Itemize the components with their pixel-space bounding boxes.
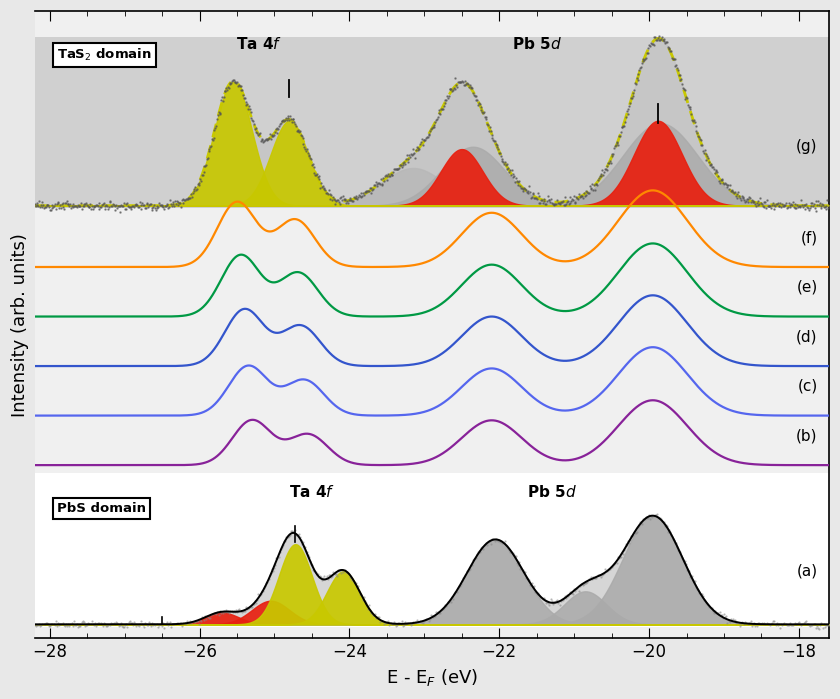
Text: (e): (e) xyxy=(796,280,817,294)
Text: Ta 4$f$: Ta 4$f$ xyxy=(289,484,335,500)
Bar xyxy=(13,37,840,208)
Text: (f): (f) xyxy=(801,230,817,245)
Bar xyxy=(13,473,840,627)
Text: (a): (a) xyxy=(796,564,817,579)
Text: Pb 5$d$: Pb 5$d$ xyxy=(527,484,576,500)
Y-axis label: Intensity (arb. units): Intensity (arb. units) xyxy=(11,233,29,417)
Text: Pb 5$d$: Pb 5$d$ xyxy=(512,36,562,52)
Text: Ta 4$f$: Ta 4$f$ xyxy=(237,36,282,52)
Text: (g): (g) xyxy=(796,139,817,154)
X-axis label: E - E$_F$ (eV): E - E$_F$ (eV) xyxy=(386,667,478,688)
Text: TaS$_2$ domain: TaS$_2$ domain xyxy=(57,47,152,63)
Text: (c): (c) xyxy=(797,379,817,394)
Text: PbS domain: PbS domain xyxy=(57,503,146,515)
Text: (b): (b) xyxy=(796,428,817,443)
Text: (d): (d) xyxy=(796,329,817,344)
